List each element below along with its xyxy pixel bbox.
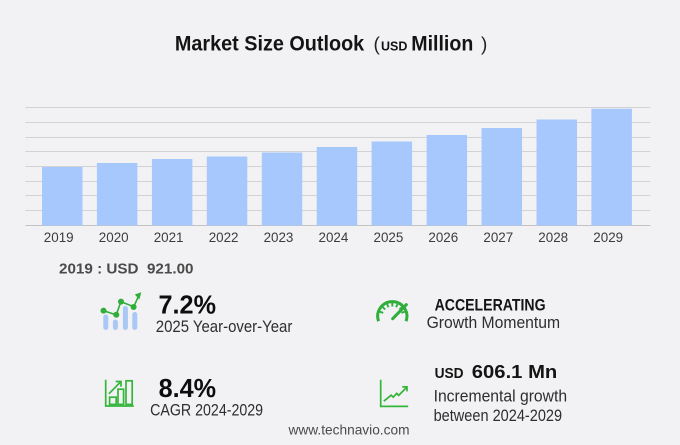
svg-text:Incremental growth: Incremental growth — [434, 388, 567, 406]
svg-text:CAGR 2024-2029: CAGR 2024-2029 — [150, 402, 263, 420]
svg-text:USD: USD — [381, 39, 407, 53]
svg-text:2023: 2023 — [264, 230, 294, 245]
svg-text:between 2024-2029: between 2024-2029 — [434, 407, 562, 425]
svg-text:(: ( — [374, 34, 381, 55]
svg-text:www.technavio.com: www.technavio.com — [288, 423, 410, 438]
svg-text:2019 : USD 921.00: 2019 : USD 921.00 — [59, 262, 194, 278]
svg-text:2019: 2019 — [44, 230, 74, 245]
svg-text:Million: Million — [411, 32, 473, 55]
svg-text:Growth Momentum: Growth Momentum — [427, 314, 560, 332]
svg-text:2025 Year-over-Year: 2025 Year-over-Year — [156, 318, 293, 336]
svg-text:2020: 2020 — [99, 230, 129, 245]
svg-text:2027: 2027 — [483, 230, 513, 245]
svg-text:2024: 2024 — [319, 230, 349, 245]
svg-text:7.2%: 7.2% — [159, 292, 217, 320]
svg-text:8.4%: 8.4% — [159, 375, 217, 403]
svg-text:606.1 Mn: 606.1 Mn — [472, 361, 558, 382]
svg-text:USD: USD — [435, 366, 464, 382]
svg-text:2026: 2026 — [428, 230, 458, 245]
svg-text:2029: 2029 — [593, 230, 623, 245]
svg-text:2022: 2022 — [209, 230, 239, 245]
svg-text:ACCELERATING: ACCELERATING — [435, 297, 546, 315]
svg-text:): ) — [481, 34, 487, 55]
svg-text:Market Size Outlook: Market Size Outlook — [175, 32, 365, 55]
svg-text:2025: 2025 — [374, 230, 404, 245]
svg-text:2028: 2028 — [538, 230, 568, 245]
svg-text:2021: 2021 — [154, 230, 184, 245]
